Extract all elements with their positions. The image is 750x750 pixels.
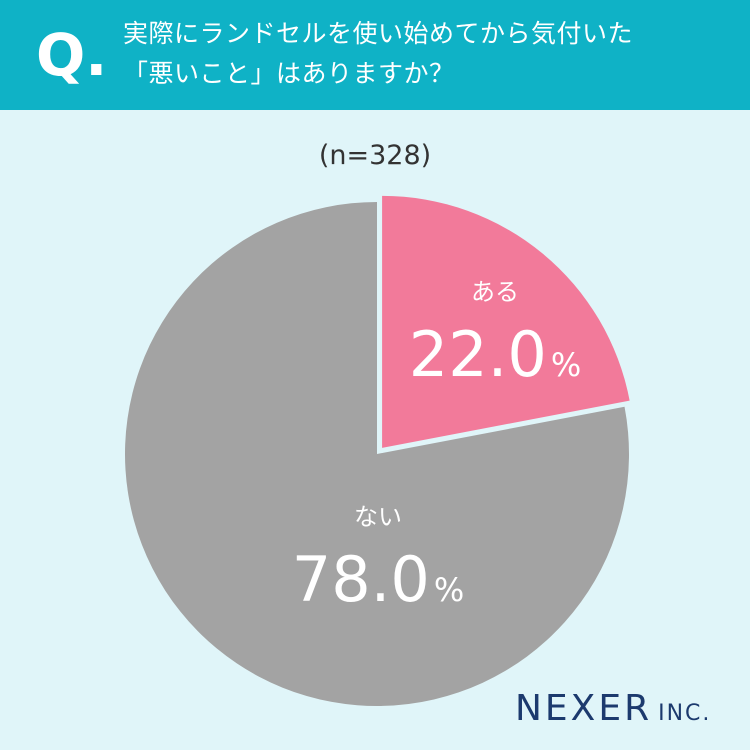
brand-suffix: INC. <box>658 701 712 726</box>
slice-label-1: ある <box>471 278 519 306</box>
sample-size: (n=328) <box>318 140 432 171</box>
pie-slice-2 <box>125 202 629 707</box>
question-line-1: 実際にランドセルを使い始めてから気付いた <box>123 19 634 48</box>
q-mark: Q. <box>36 21 108 89</box>
pie-slice-1 <box>382 195 630 448</box>
slice-value-2: 78.0% <box>292 543 464 616</box>
question-header: Q. 実際にランドセルを使い始めてから気付いた 「悪いこと」はありますか？ <box>0 0 750 110</box>
slice-value-1: 22.0% <box>409 318 581 391</box>
brand-name: NEXER <box>515 688 653 729</box>
slice-label-2: ない <box>354 503 402 531</box>
question-line-2: 「悪いこと」はありますか？ <box>123 59 455 88</box>
question-text: 実際にランドセルを使い始めてから気付いた 「悪いこと」はありますか？ <box>123 14 723 94</box>
brand-logo: NEXER INC. <box>515 688 711 729</box>
